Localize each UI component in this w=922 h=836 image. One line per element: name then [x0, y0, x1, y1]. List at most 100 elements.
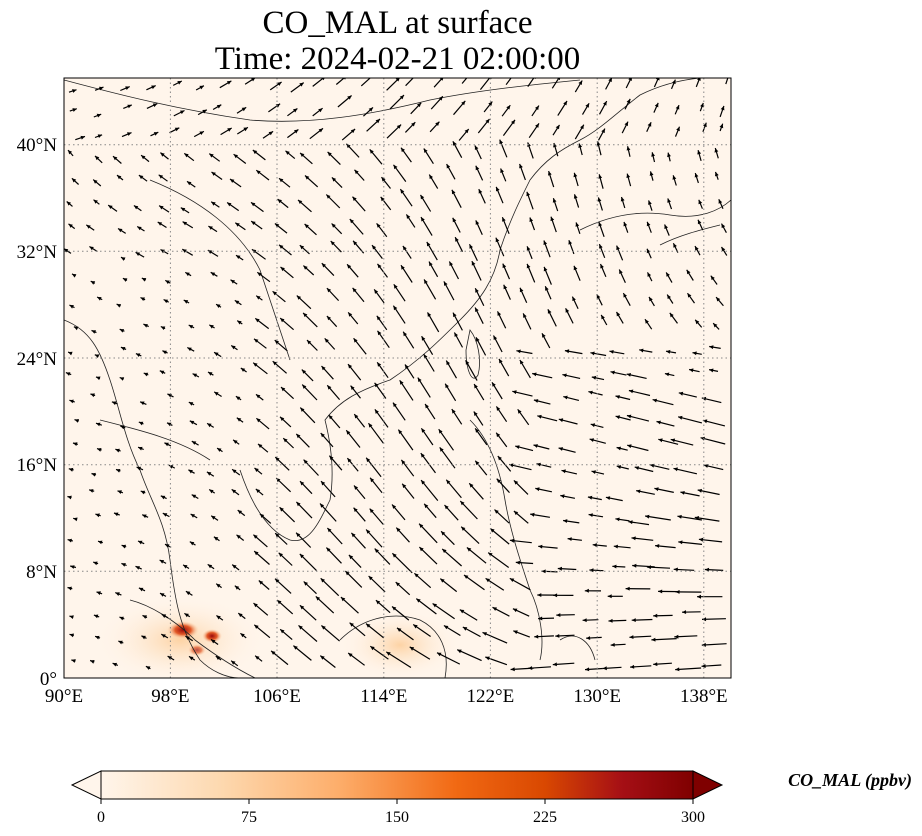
wind-arrowhead: [296, 433, 301, 439]
wind-arrowhead: [256, 418, 261, 423]
wind-arrowhead: [669, 312, 674, 318]
wind-arrowhead: [530, 512, 535, 517]
wind-arrowhead: [255, 655, 260, 660]
wind-arrowhead: [543, 266, 548, 272]
wind-arrowhead: [673, 467, 678, 472]
wind-arrowhead: [421, 336, 426, 341]
wind-arrow: [459, 500, 478, 520]
lon-tick-label: 106°E: [253, 686, 301, 707]
wind-arrowhead: [66, 201, 71, 206]
wind-arrowhead: [208, 226, 213, 230]
colorbar-extend-low: [70, 770, 102, 800]
co-plume-borneo-warm: [340, 610, 460, 678]
wind-arrow: [418, 523, 438, 544]
wind-arrowhead: [324, 338, 329, 343]
wind-arrow: [700, 437, 726, 445]
wind-arrowhead: [475, 288, 479, 293]
wind-arrowhead: [214, 352, 219, 357]
wind-arrowhead: [612, 564, 617, 569]
wind-arrowhead: [655, 78, 660, 81]
wind-arrowhead: [719, 123, 724, 129]
wind-arrowhead: [64, 248, 69, 253]
wind-arrowhead: [296, 501, 301, 507]
wind-arrowhead: [469, 244, 473, 249]
wind-arrowhead: [513, 511, 519, 516]
wind-arrowhead: [496, 406, 501, 411]
wind-arrowhead: [626, 98, 631, 104]
wind-arrowhead: [599, 244, 603, 249]
wind-arrowhead: [465, 360, 470, 365]
wind-arrowhead: [567, 537, 572, 541]
wind-arrowhead: [645, 319, 649, 324]
wind-arrowhead: [162, 513, 168, 517]
wind-arrowhead: [560, 494, 565, 499]
wind-arrowhead: [86, 224, 91, 229]
wind-arrowhead: [692, 351, 697, 356]
wind-arrowhead: [255, 488, 261, 493]
wind-arrowhead: [216, 583, 221, 588]
wind-arrowhead: [67, 495, 72, 500]
wind-arrowhead: [305, 175, 310, 180]
wind-arrowhead: [697, 594, 701, 599]
wind-arrowhead: [500, 168, 504, 173]
wind-arrowhead: [136, 466, 142, 471]
wind-arrowhead: [299, 82, 304, 87]
wind-arrowhead: [300, 407, 305, 412]
wind-arrowhead: [67, 586, 72, 591]
wind-arrowhead: [667, 198, 671, 203]
wind-arrowhead: [191, 441, 197, 445]
wind-arrowhead: [299, 245, 305, 250]
wind-arrowhead: [97, 134, 103, 138]
wind-arrowhead: [440, 578, 445, 583]
wind-arrowhead: [327, 528, 332, 533]
wind-arrowhead: [527, 142, 531, 147]
wind-arrowhead: [452, 141, 457, 146]
wind-arrowhead: [68, 351, 73, 356]
wind-arrowhead: [455, 237, 459, 242]
wind-arrowhead: [646, 221, 651, 227]
wind-arrowhead: [716, 297, 721, 302]
wind-arrow: [551, 78, 560, 89]
wind-arrowhead: [677, 514, 682, 519]
lat-tick-label: 40°N: [17, 135, 58, 156]
wind-arrowhead: [91, 472, 96, 477]
wind-arrowhead: [111, 401, 117, 406]
wind-arrowhead: [366, 457, 371, 463]
wind-arrowhead: [631, 618, 636, 622]
wind-arrowhead: [119, 616, 124, 621]
wind-arrowhead: [217, 448, 222, 452]
wind-arrowhead: [320, 503, 325, 508]
wind-arrowhead: [99, 86, 104, 91]
wind-arrowhead: [585, 667, 590, 672]
wind-arrowhead: [673, 243, 677, 248]
wind-arrow: [505, 78, 512, 86]
wind-arrowhead: [184, 613, 189, 618]
wind-arrowhead: [516, 349, 521, 354]
wind-arrow: [694, 516, 720, 522]
wind-arrowhead: [279, 244, 284, 249]
wind-arrowhead: [626, 146, 631, 151]
wind-arrowhead: [695, 246, 699, 251]
wind-arrowhead: [680, 491, 685, 495]
wind-arrowhead: [468, 72, 472, 76]
wind-arrowhead: [556, 78, 561, 81]
wind-arrowhead: [277, 199, 282, 204]
wind-arrowhead: [96, 422, 101, 427]
wind-arrowhead: [615, 415, 620, 420]
wind-arrowhead: [473, 411, 478, 416]
wind-arrowhead: [395, 78, 400, 82]
wind-arrowhead: [628, 389, 634, 394]
lat-tick-label: 24°N: [17, 349, 58, 370]
wind-arrowhead: [592, 543, 597, 547]
wind-arrowhead: [202, 109, 207, 114]
wind-arrowhead: [121, 544, 127, 549]
wind-arrowhead: [451, 189, 456, 195]
wind-arrowhead: [127, 132, 132, 136]
wind-arrowhead: [490, 528, 495, 533]
wind-arrowhead: [237, 320, 242, 325]
wind-arrow: [405, 78, 414, 87]
wind-arrowhead: [321, 481, 326, 486]
wind-arrowhead: [397, 627, 402, 632]
wind-arrowhead: [238, 613, 243, 618]
wind-arrowhead: [442, 548, 447, 553]
